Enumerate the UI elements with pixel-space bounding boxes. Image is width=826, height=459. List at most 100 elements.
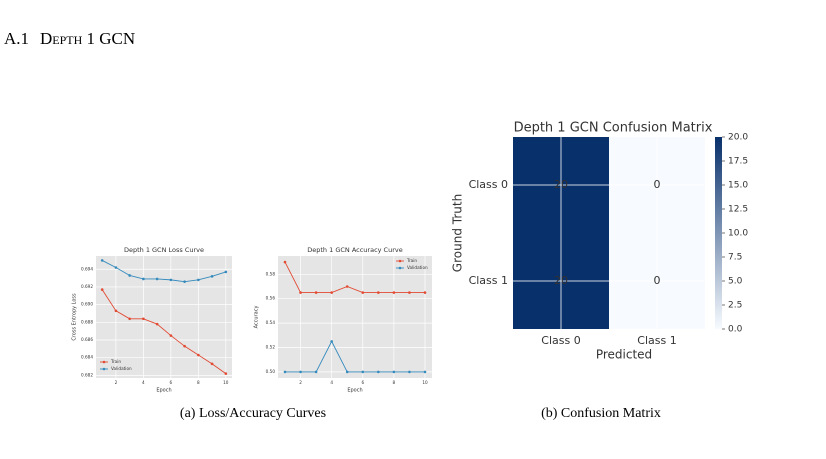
series-marker [345, 285, 349, 288]
y-tick-label: 0.52 [266, 345, 276, 350]
series-marker [330, 291, 333, 294]
series-marker [392, 291, 396, 294]
caption: (b) Confusion Matrix [541, 406, 661, 421]
cell-label: 20 [554, 274, 568, 287]
series-marker [224, 270, 228, 274]
y-tick-label: 0.682 [81, 372, 93, 377]
x-axis-label: Predicted [596, 348, 652, 362]
caption: (a) Loss/Accuracy Curves [180, 406, 326, 421]
legend-label: Train [110, 359, 121, 364]
series-marker [114, 266, 118, 269]
colorbar-tick-label: 10.0 [728, 229, 748, 239]
legend-marker [398, 259, 402, 263]
series-marker [330, 340, 333, 343]
series-marker [423, 370, 427, 374]
series-marker [197, 353, 200, 357]
colorbar-tick-label: 15.0 [728, 181, 748, 191]
x-tick-label: 2 [115, 380, 118, 385]
series-marker [183, 280, 186, 283]
y-axis-label: Cross Entropy Loss [72, 293, 78, 341]
colorbar-tick-label: 2.5 [728, 301, 742, 311]
y-tick-label: 0.688 [81, 319, 93, 324]
y-tick-label: Class 1 [469, 274, 508, 287]
colorbar-tick-label: 17.5 [728, 157, 748, 167]
series-marker [183, 344, 186, 348]
colorbar [715, 137, 722, 329]
series-marker [142, 277, 145, 281]
y-axis-label: Ground Truth [451, 194, 465, 272]
series-marker [408, 291, 411, 294]
series-marker [100, 259, 104, 262]
x-tick-label: 8 [197, 380, 200, 385]
series-marker [314, 291, 318, 294]
y-tick-label: 0.684 [81, 355, 93, 360]
series-marker [299, 370, 302, 374]
legend-label: Validation [111, 366, 132, 371]
colorbar-tick-label: 0.0 [728, 325, 743, 335]
cell-label: 20 [554, 178, 568, 191]
legend-label: Validation [407, 265, 428, 270]
section-number: A.1 [4, 29, 29, 48]
x-tick-label: 8 [393, 380, 396, 385]
series-line [285, 340, 425, 373]
series-marker [142, 317, 145, 321]
x-tick-label: 6 [170, 380, 173, 385]
y-tick-label: 0.692 [81, 284, 93, 289]
colorbar-tick-label: 5.0 [728, 277, 743, 287]
series-marker [169, 278, 173, 282]
series-marker [377, 291, 380, 294]
x-tick-label: 4 [142, 380, 145, 385]
series-marker [283, 370, 287, 374]
colorbar-tick-label: 7.5 [728, 253, 742, 263]
x-tick-label: Class 0 [541, 334, 580, 347]
y-tick-label: Class 0 [469, 178, 508, 191]
series-marker [210, 362, 214, 366]
series-marker [169, 334, 173, 337]
legend-marker [102, 367, 106, 371]
legend-label: Train [406, 258, 417, 263]
x-tick-label: 6 [361, 380, 364, 385]
series-marker [224, 372, 228, 375]
x-axis-label: Epoch [156, 388, 171, 394]
x-tick-label: 10 [223, 380, 229, 385]
chart-title: Depth 1 GCN Confusion Matrix [514, 121, 713, 136]
x-tick-label: 4 [330, 380, 333, 385]
y-tick-label: 0.56 [266, 296, 276, 301]
series-marker [377, 370, 380, 374]
chart-title: Depth 1 GCN Accuracy Curve [307, 246, 403, 254]
series-line [101, 289, 227, 374]
series-marker [210, 275, 214, 278]
series-marker [408, 370, 411, 374]
colorbar-tick-label: 20.0 [728, 133, 748, 143]
y-tick-label: 0.58 [266, 271, 276, 276]
series-marker [283, 260, 287, 264]
cell-label: 0 [654, 274, 661, 287]
y-tick-label: 0.694 [81, 266, 93, 271]
x-tick-label: Class 1 [637, 334, 676, 347]
series-marker [100, 288, 104, 291]
series-marker [361, 370, 365, 374]
series-line [284, 261, 425, 294]
series-line [101, 260, 226, 283]
legend-marker [398, 266, 402, 270]
series-marker [128, 274, 131, 277]
y-tick-label: 0.54 [266, 320, 276, 325]
x-axis-label: Epoch [347, 388, 362, 394]
series-marker [314, 370, 318, 374]
plot-area [278, 256, 432, 378]
series-marker [155, 277, 159, 281]
y-tick-label: 0.690 [81, 302, 93, 307]
y-tick-label: 0.50 [266, 369, 276, 374]
cell-label: 0 [654, 178, 661, 191]
x-tick-label: 10 [422, 380, 428, 385]
y-axis-label: Accuracy [254, 306, 260, 329]
chart-title: Depth 1 GCN Loss Curve [124, 246, 204, 254]
legend-marker [102, 360, 106, 364]
series-marker [114, 309, 118, 313]
series-marker [197, 278, 200, 282]
section-title: Depth 1 GCN [40, 29, 135, 48]
y-tick-label: 0.686 [81, 337, 93, 342]
series-marker [155, 322, 159, 326]
series-marker [423, 291, 427, 294]
